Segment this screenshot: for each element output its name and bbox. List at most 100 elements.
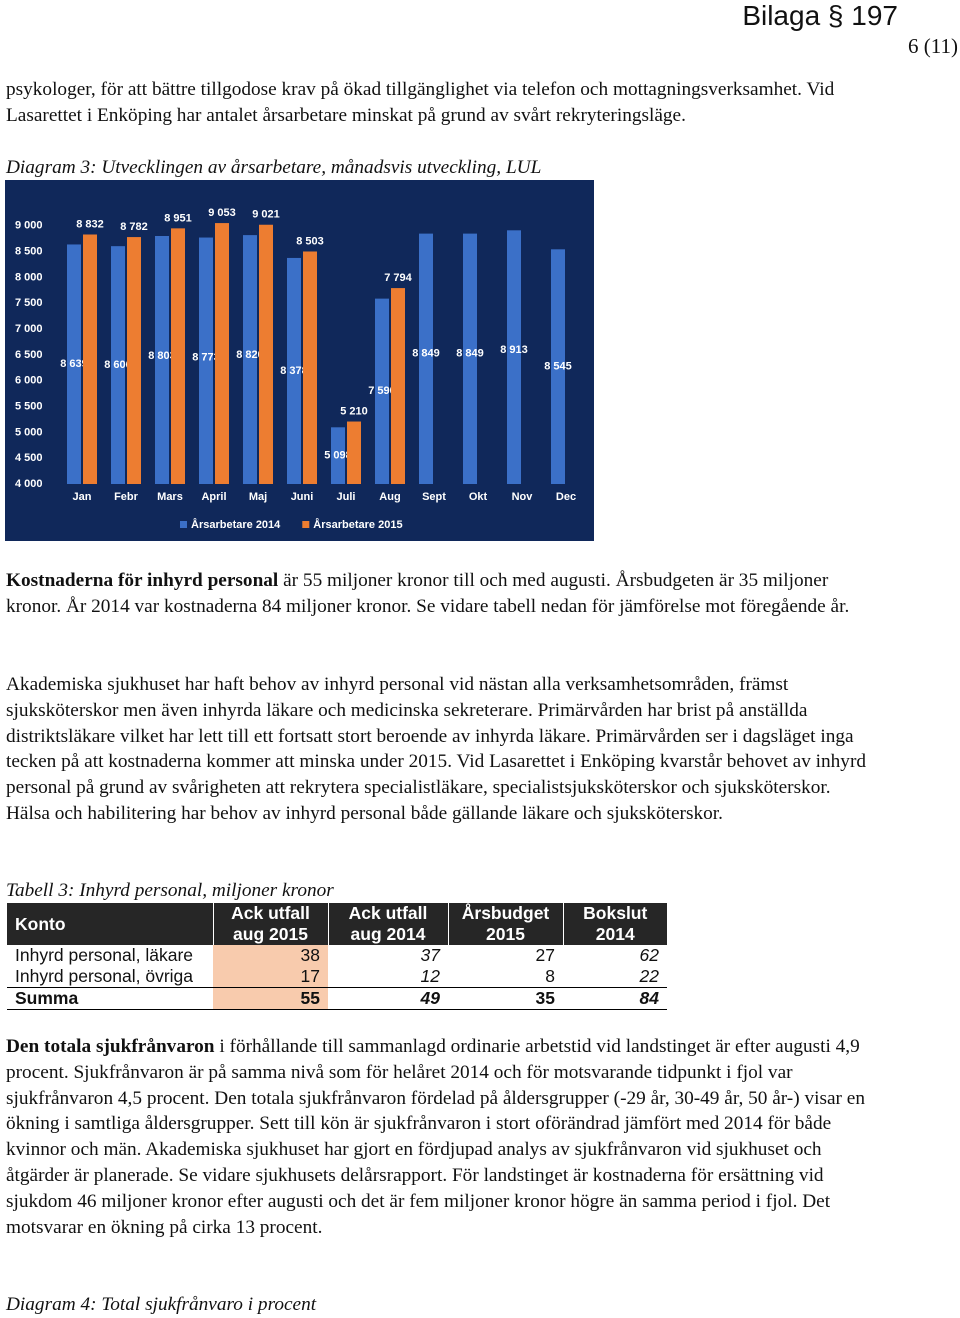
x-tick-label: Maj <box>249 491 267 503</box>
paragraph: psykologer, för att bättre tillgodose kr… <box>6 79 835 126</box>
legend-swatch <box>302 521 310 528</box>
bar <box>111 246 125 484</box>
cell: 35 <box>448 987 563 1010</box>
bar <box>83 234 97 484</box>
bar <box>347 421 361 484</box>
paragraph: Kostnaderna för inhyrd personal är 55 mi… <box>6 568 876 620</box>
cell: 84 <box>563 987 667 1010</box>
bar <box>259 224 273 484</box>
caption: Diagram 3: Utvecklingen av årsarbetare, … <box>6 157 542 178</box>
cell: 8 <box>545 966 555 986</box>
bar <box>551 249 565 484</box>
data-label: 8 503 <box>296 235 324 247</box>
data-label: 9 053 <box>208 207 236 219</box>
data-label: 8 639 <box>60 358 88 370</box>
y-tick-label: 8 000 <box>15 271 43 283</box>
data-label: 8 606 <box>104 359 132 371</box>
bar <box>67 244 81 484</box>
paragraph: Den totala sjukfrånvaron i förhållande t… <box>6 1034 876 1240</box>
data-label: 5 098 <box>324 450 352 462</box>
y-tick-label: 4 500 <box>15 452 43 464</box>
cell: 38 <box>213 945 328 966</box>
header-row: Konto Ack utfall aug 2015 Ack utfall aug… <box>7 903 667 945</box>
legend-label: Årsarbetare 2014 <box>191 518 281 531</box>
bar <box>331 427 345 484</box>
bar <box>127 237 141 484</box>
page-number: 6 (11) <box>908 34 958 58</box>
y-tick-label: 8 500 <box>15 246 43 258</box>
data-label: 8 820 <box>236 349 264 361</box>
cell: 17 <box>213 966 328 988</box>
x-tick-label: Dec <box>556 491 576 503</box>
x-tick-label: Nov <box>512 491 534 503</box>
data-label: 8 913 <box>500 344 528 356</box>
text: är 55 miljoner kronor till och med augus… <box>6 570 850 617</box>
x-tick-label: April <box>201 491 226 503</box>
header-cell: Ack utfall aug 2015 <box>212 903 328 945</box>
x-tick-label: Jan <box>73 491 92 503</box>
row: Inhyrd personal, övriga 17 12 8 22 <box>7 966 667 988</box>
data-label: 8 849 <box>412 348 440 360</box>
cell: Inhyrd personal, övriga <box>15 966 194 986</box>
data-label: 8 782 <box>120 221 148 233</box>
text: i förhållande till sammanlagd ordinarie … <box>6 1036 865 1238</box>
bar <box>215 223 229 484</box>
header-cell: Ack utfall aug 2014 <box>327 903 448 945</box>
cell: 55 <box>213 987 328 1010</box>
cell: Inhyrd personal, läkare <box>15 945 194 965</box>
bar <box>391 288 405 484</box>
x-tick-label: Sept <box>422 491 446 503</box>
data-label: 5 210 <box>340 405 368 417</box>
data-label: 9 021 <box>252 209 280 221</box>
y-tick-label: 7 500 <box>15 297 43 309</box>
y-tick-label: 6 000 <box>15 375 43 387</box>
y-tick-label: 6 500 <box>15 349 43 361</box>
appendix-title: Bilaga § 197 <box>742 0 898 31</box>
x-tick-label: Aug <box>379 491 400 503</box>
data-label: 8 773 <box>192 351 220 363</box>
header-cell: Konto <box>7 903 213 945</box>
bar <box>419 233 433 484</box>
caption: Tabell 3: Inhyrd personal, miljoner kron… <box>6 880 334 901</box>
data-label: 7 794 <box>384 272 412 284</box>
bold-lead: Kostnaderna för inhyrd personal <box>6 570 279 591</box>
y-tick-label: 9 000 <box>15 220 43 232</box>
bar <box>155 235 169 484</box>
data-label: 8 803 <box>148 350 176 362</box>
y-tick-label: 4 000 <box>15 478 43 490</box>
data-label: 8 832 <box>76 218 104 230</box>
cell: 49 <box>328 987 448 1010</box>
cell: 37 <box>420 945 440 965</box>
chart: 4 000 4 500 5 000 5 500 6 000 6 500 7 000 7 500… <box>5 180 594 541</box>
bar <box>199 237 213 484</box>
bold-lead: Den totala sjukfrånvaron <box>6 1036 215 1057</box>
cell: 22 <box>639 966 659 986</box>
cell: Summa <box>7 987 213 1010</box>
bar <box>507 230 521 484</box>
table: Konto Ack utfall aug 2015 Ack utfall aug… <box>7 903 667 1010</box>
x-tick-label: Okt <box>469 491 488 503</box>
total-row: Summa 55 49 35 84 <box>7 987 667 1010</box>
paragraph: Akademiska sjukhuset har haft behov av i… <box>6 674 867 824</box>
x-tick-label: Juli <box>337 491 356 503</box>
bar <box>303 251 317 484</box>
bar <box>287 257 301 484</box>
x-tick-label: Febr <box>114 491 139 503</box>
header-cell: Bokslut 2014 <box>562 903 667 945</box>
data-label: 8 545 <box>544 361 572 373</box>
data-label: 8 951 <box>164 212 192 224</box>
data-label: 7 590 <box>368 385 396 397</box>
legend-label: Årsarbetare 2015 <box>313 518 402 531</box>
y-tick-label: 7 000 <box>15 323 43 335</box>
bar <box>171 228 185 484</box>
data-label: 8 378 <box>280 365 308 377</box>
y-tick-label: 5 500 <box>15 400 43 412</box>
x-tick-label: Mars <box>157 491 183 503</box>
bar <box>243 235 257 484</box>
row: Inhyrd personal, läkare 38 37 27 62 <box>7 945 667 966</box>
x-tick-label: Juni <box>291 491 314 503</box>
bar <box>375 298 389 484</box>
legend-swatch <box>180 521 187 528</box>
cell: 12 <box>420 966 440 986</box>
